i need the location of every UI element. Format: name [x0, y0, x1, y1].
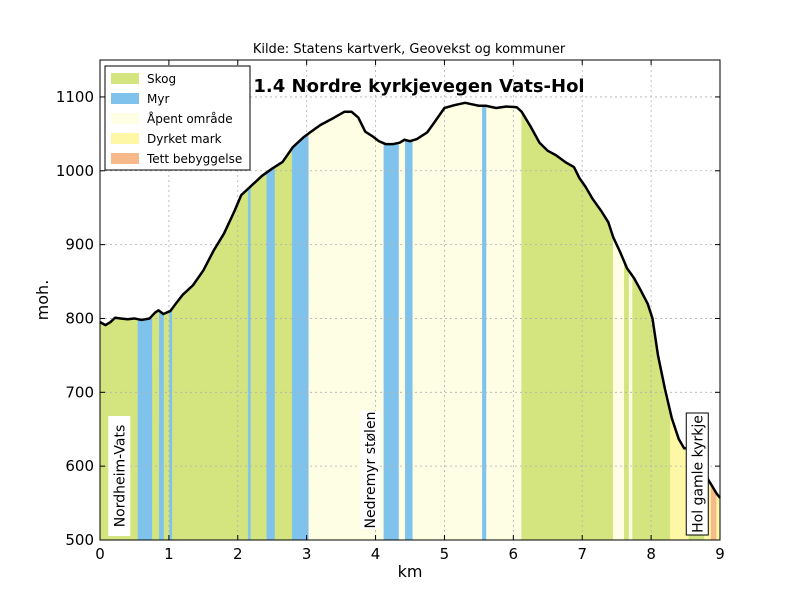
y-tick-label: 1000 [56, 162, 94, 180]
land-cover-segment-skog [274, 147, 293, 541]
legend-label-dyrket: Dyrket mark [147, 132, 222, 146]
x-axis-label: km [398, 562, 423, 581]
x-tick-label: 8 [646, 545, 656, 563]
source-caption: Kilde: Statens kartverk, Geovekst og kom… [253, 42, 566, 57]
y-tick-label: 600 [65, 457, 94, 475]
x-tick-label: 1 [164, 545, 174, 563]
legend-label-tett: Tett bebyggelse [146, 152, 242, 166]
place-label-box [360, 411, 381, 529]
legend-swatch-myr [111, 93, 139, 104]
legend-label-skog: Skog [147, 72, 176, 86]
plot-frame [99, 59, 721, 541]
legend-label-apent: Åpent område [147, 111, 233, 126]
elevation-line [99, 101, 721, 499]
place-label-box [108, 416, 131, 536]
land-cover-segment-skog [624, 261, 630, 541]
x-tick-label: 7 [577, 545, 587, 563]
legend-swatch-apent [111, 113, 139, 124]
place-label: Hol gamle kyrkje [690, 415, 706, 533]
x-tick-label: 0 [95, 545, 105, 563]
y-tick-label: 500 [65, 531, 94, 549]
x-tick-label: 4 [371, 545, 381, 563]
legend-swatch-dyrket [111, 133, 139, 144]
land-cover-segment-apent [628, 270, 633, 541]
y-axis-label: moh. [33, 280, 52, 321]
x-tick-label: 9 [715, 545, 725, 563]
land-cover-segment-myr [137, 315, 153, 541]
place-label-box [685, 412, 709, 536]
land-cover-segment-myr [383, 142, 400, 541]
legend-label-myr: Myr [147, 92, 169, 106]
place-label: Nordheim-Vats [112, 425, 128, 528]
land-cover-segment-myr [169, 307, 173, 541]
x-tick-label: 6 [509, 545, 519, 563]
legend-swatch-tett [111, 153, 139, 164]
land-cover-segment-myr [266, 166, 276, 541]
land-cover-segment-skog [152, 310, 160, 541]
land-cover-segment-skog [250, 172, 267, 541]
chart-title: 1.4 Nordre kyrkjevegen Vats-Hol [253, 76, 584, 97]
land-cover-segment-myr [404, 139, 413, 541]
x-tick-label: 2 [233, 545, 243, 563]
x-tick-label: 5 [440, 545, 450, 563]
land-cover-segment-apent [613, 237, 625, 541]
land-cover-segment-myr [159, 310, 165, 541]
y-tick-label: 700 [65, 383, 94, 401]
legend-swatch-skog [111, 73, 139, 84]
land-cover-segment-apent [412, 102, 483, 541]
x-tick-label: 3 [302, 545, 312, 563]
land-cover-segment-apent [398, 139, 406, 541]
land-cover-segment-myr [247, 185, 252, 541]
land-cover-segment-dyrket [716, 492, 721, 541]
y-tick-label: 800 [65, 309, 94, 327]
land-cover-segment-myr [292, 132, 309, 541]
y-tick-label: 1100 [56, 88, 94, 106]
plot-area: 0 1 2 3 4 5 6 7 8 9 500 600 700 800 900 1000 1100 km moh. 1… [33, 59, 725, 581]
y-tick-label: 900 [65, 236, 94, 254]
place-label: Nedremyr stølen [363, 412, 379, 529]
